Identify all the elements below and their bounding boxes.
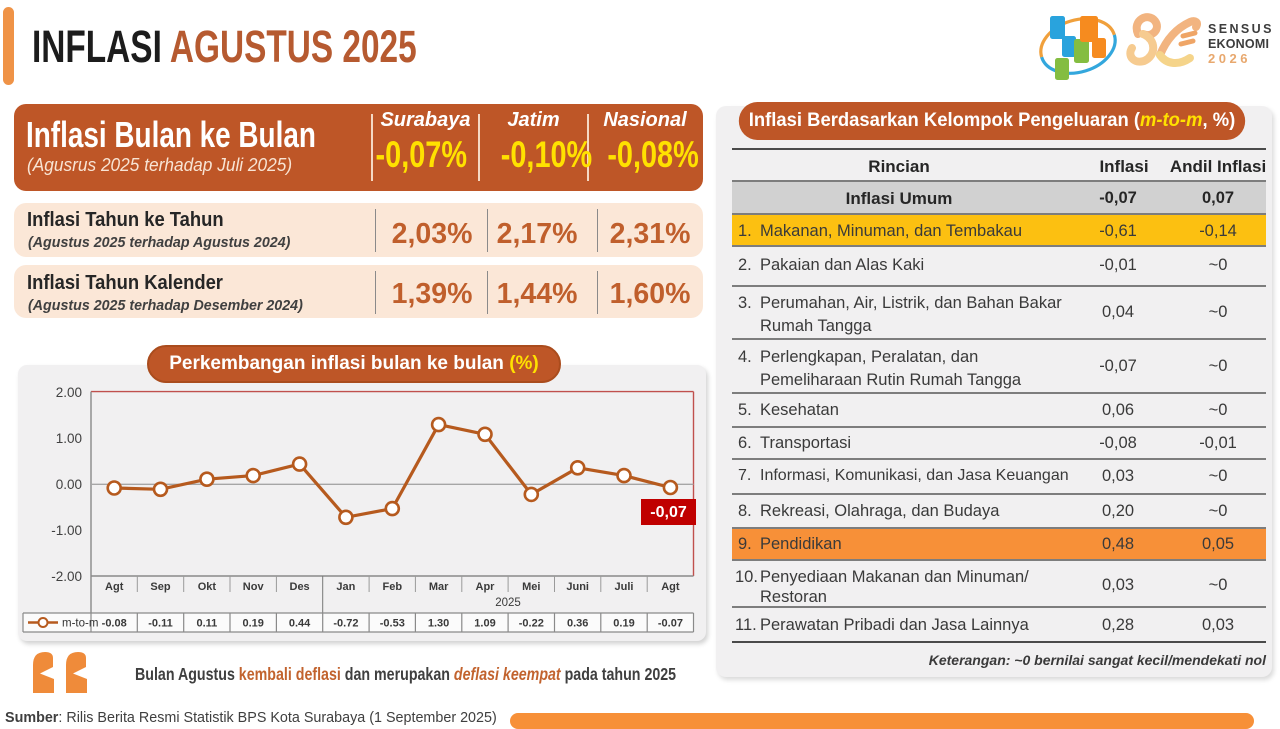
svg-text:0.19: 0.19 xyxy=(242,618,263,630)
svg-text:Feb: Feb xyxy=(383,581,403,593)
svg-text:1.09: 1.09 xyxy=(474,618,495,630)
svg-text:Nov: Nov xyxy=(243,581,265,593)
svg-text:-0.07: -0.07 xyxy=(658,618,683,630)
svg-text:0.44: 0.44 xyxy=(289,618,311,630)
svg-text:Juni: Juni xyxy=(566,581,589,593)
svg-text:-2.00: -2.00 xyxy=(51,569,82,584)
svg-text:Juli: Juli xyxy=(615,581,634,593)
svg-text:SENSUS: SENSUS xyxy=(1208,22,1274,36)
svg-text:0.11: 0.11 xyxy=(196,618,217,630)
svg-text:0.00: 0.00 xyxy=(56,477,82,492)
svg-text:Agt: Agt xyxy=(105,581,124,593)
svg-text:Mar: Mar xyxy=(429,581,449,593)
svg-text:Sep: Sep xyxy=(150,581,170,593)
svg-text:-0.22: -0.22 xyxy=(519,618,544,630)
svg-text:-0.08: -0.08 xyxy=(102,618,127,630)
svg-text:Mei: Mei xyxy=(522,581,540,593)
svg-text:Okt: Okt xyxy=(198,581,217,593)
svg-text:Des: Des xyxy=(290,581,310,593)
svg-text:Jan: Jan xyxy=(336,581,355,593)
svg-text:2026: 2026 xyxy=(1208,51,1251,66)
svg-text:m-to-m: m-to-m xyxy=(62,618,98,630)
svg-text:-0.72: -0.72 xyxy=(333,618,358,630)
svg-text:1.30: 1.30 xyxy=(428,618,449,630)
svg-text:2025: 2025 xyxy=(495,597,521,609)
svg-text:-0,07: -0,07 xyxy=(650,504,687,521)
svg-text:EKONOMI: EKONOMI xyxy=(1208,37,1269,51)
svg-text:-0.11: -0.11 xyxy=(148,618,172,630)
svg-text:0.19: 0.19 xyxy=(613,618,634,630)
svg-text:Agt: Agt xyxy=(661,581,680,593)
svg-text:Apr: Apr xyxy=(476,581,496,593)
svg-text:1.00: 1.00 xyxy=(56,431,82,446)
svg-text:0.36: 0.36 xyxy=(567,618,588,630)
svg-text:2.00: 2.00 xyxy=(56,385,82,400)
svg-text:-1.00: -1.00 xyxy=(51,523,82,538)
svg-text:-0.53: -0.53 xyxy=(380,618,405,630)
